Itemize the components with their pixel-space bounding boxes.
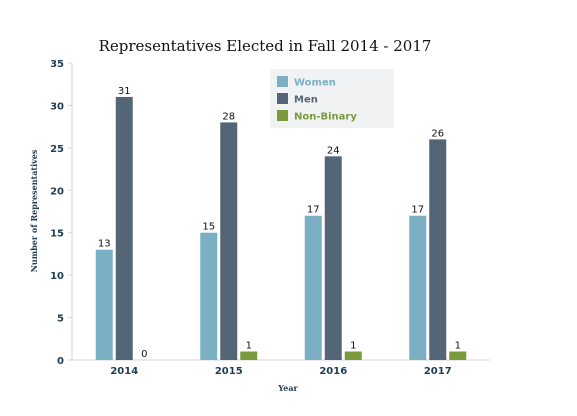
y-tick-label: 20 [50, 186, 64, 197]
y-tick-label: 0 [57, 356, 64, 367]
bar-women-2016 [304, 215, 322, 360]
y-tick-label: 30 [50, 101, 64, 112]
data-labels: 13 31 0 15 28 1 17 24 1 17 26 1 [98, 86, 461, 360]
legend-label: Men [294, 95, 318, 106]
y-axis-ticks: 0 5 10 15 20 25 30 35 [50, 59, 72, 367]
y-tick-label: 35 [50, 59, 64, 70]
bar-non-binary-2015 [240, 351, 258, 360]
data-label: 1 [350, 341, 356, 352]
data-label: 24 [327, 145, 340, 156]
legend-swatch [277, 110, 288, 121]
data-label: 17 [307, 205, 320, 216]
y-axis-title: Number of Representatives [29, 149, 39, 272]
y-tick-label: 25 [50, 144, 64, 155]
data-label: 28 [222, 111, 235, 122]
legend-swatch [277, 76, 288, 87]
y-tick-label: 15 [50, 229, 64, 240]
bar-women-2015 [200, 232, 218, 360]
bar-men-2014 [115, 96, 133, 360]
data-label: 13 [98, 239, 111, 250]
legend-label: Women [294, 78, 336, 89]
data-label: 0 [141, 349, 147, 360]
bar-non-binary-2017 [449, 351, 467, 360]
data-label: 17 [411, 205, 424, 216]
bar-men-2015 [220, 122, 238, 361]
bar-women-2017 [409, 215, 427, 360]
y-tick-label: 10 [50, 271, 64, 282]
x-tick-label: 2016 [319, 366, 347, 377]
x-tick-label: 2014 [110, 366, 138, 377]
bar-men-2017 [429, 139, 447, 360]
chart-title: Representatives Elected in Fall 2014 - 2… [99, 37, 432, 55]
bar-women-2014 [95, 249, 113, 360]
data-label: 1 [455, 341, 461, 352]
bar-series [95, 96, 467, 361]
bar-men-2016 [324, 156, 342, 360]
x-tick-label: 2017 [424, 366, 452, 377]
x-tick-label: 2015 [215, 366, 243, 377]
bar-non-binary-2016 [344, 351, 362, 360]
legend-swatch [277, 93, 288, 104]
data-label: 31 [118, 86, 131, 97]
legend-label: Non-Binary [294, 112, 357, 123]
data-label: 26 [431, 128, 444, 139]
x-axis-ticks: 2014 2015 2016 2017 [110, 366, 451, 377]
x-axis-title: Year [277, 383, 298, 393]
legend-background [270, 69, 394, 128]
legend: Women Men Non-Binary [270, 69, 394, 128]
y-tick-label: 5 [57, 314, 64, 325]
data-label: 1 [246, 341, 252, 352]
data-label: 15 [202, 222, 215, 233]
